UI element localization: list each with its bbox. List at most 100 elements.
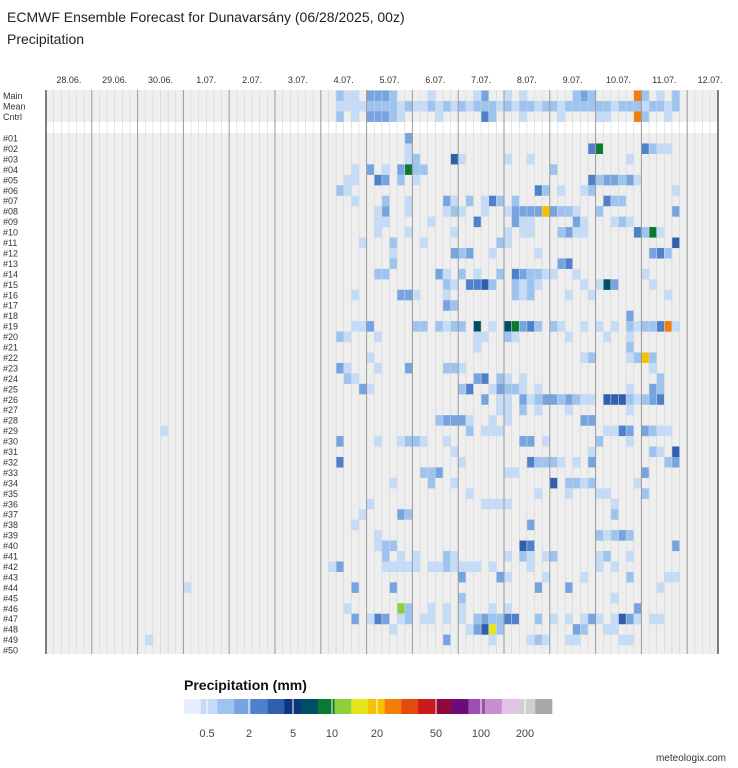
precip-cell [504, 613, 512, 625]
row-label: #23 [3, 363, 18, 373]
precip-cell [580, 415, 589, 426]
precip-cell [458, 571, 467, 583]
precip-cell [496, 498, 505, 510]
precip-cell [664, 456, 673, 468]
precip-cell [511, 268, 520, 280]
precip-cell [534, 100, 543, 112]
precip-cell [496, 571, 505, 583]
precip-cell [481, 279, 489, 290]
precip-cell [534, 185, 543, 196]
precip-cell [504, 153, 512, 165]
precip-cell [557, 185, 566, 196]
precip-cell [565, 289, 573, 301]
precip-cell [649, 446, 657, 458]
precip-cell [626, 571, 634, 583]
row-label: #02 [3, 144, 18, 154]
precip-cell [488, 415, 497, 426]
precip-cell [496, 613, 505, 625]
precip-cell [580, 613, 589, 625]
legend-swatch [384, 699, 402, 714]
precip-cell [442, 300, 451, 311]
precip-cell [557, 321, 566, 332]
precip-cell [572, 216, 581, 228]
precip-cell [343, 362, 352, 374]
precip-cell [656, 425, 665, 437]
precip-cell [381, 164, 390, 175]
precip-cell [358, 100, 367, 112]
precip-cell [412, 164, 421, 175]
row-label: #16 [3, 290, 18, 300]
precip-cell [404, 362, 413, 374]
precip-cell [488, 247, 497, 259]
precip-cell [397, 164, 405, 175]
precip-cell [435, 321, 444, 332]
precip-cell [610, 216, 619, 228]
row-label: #44 [3, 583, 18, 593]
precip-cell [336, 436, 344, 447]
precip-cell [366, 90, 375, 102]
legend-swatch [217, 699, 235, 714]
precip-cell [557, 100, 566, 112]
precip-cell [580, 227, 589, 238]
precip-cell [542, 551, 550, 562]
precip-cell [587, 415, 596, 426]
precip-cell [351, 100, 360, 112]
precip-cell [587, 352, 596, 363]
legend-tick-label: 100 [472, 728, 490, 740]
legend-swatch [351, 699, 369, 714]
precip-cell [488, 383, 497, 395]
precip-cell [343, 603, 352, 614]
precip-cell [397, 603, 405, 614]
precip-cell [649, 352, 657, 363]
precip-cell [641, 90, 650, 102]
row-label: #12 [3, 248, 18, 258]
precip-cell [374, 174, 383, 186]
precip-cell [351, 321, 360, 332]
precip-cell [374, 100, 383, 112]
precip-cell [389, 111, 398, 122]
precip-cell [389, 258, 398, 269]
precip-cell [366, 498, 375, 510]
row-label: #39 [3, 531, 18, 541]
precip-cell [534, 394, 543, 405]
precip-cell [610, 530, 619, 541]
row-label: #50 [3, 646, 18, 656]
precip-cell [381, 268, 390, 280]
precip-cell [435, 111, 444, 122]
precip-cell [603, 488, 612, 499]
precip-cell [519, 551, 528, 562]
precip-cell [626, 153, 634, 165]
precip-cell [549, 456, 558, 468]
date-label: 9.07. [563, 75, 583, 85]
precip-cell [336, 362, 344, 374]
precip-cell [565, 404, 573, 416]
precip-cell [649, 321, 657, 332]
precip-cell [626, 100, 634, 112]
precip-cell [465, 415, 474, 426]
precip-cell [664, 143, 673, 154]
date-label: 3.07. [288, 75, 308, 85]
precip-cell [404, 195, 413, 207]
precip-cell [534, 321, 543, 332]
precip-cell [442, 551, 451, 562]
precip-cell [557, 258, 566, 269]
precip-cell [565, 477, 573, 489]
precip-cell [542, 436, 550, 447]
precip-cell [160, 425, 169, 437]
precip-cell [458, 268, 467, 280]
row-label: #34 [3, 478, 18, 488]
row-label: #28 [3, 416, 18, 426]
precip-cell [465, 195, 474, 207]
precip-cell [519, 216, 528, 228]
legend-swatch [267, 699, 285, 714]
precip-cell [534, 206, 543, 217]
precip-cell [587, 143, 596, 154]
precip-cell [641, 425, 650, 437]
precip-cell [511, 195, 520, 207]
precip-cell [656, 227, 665, 238]
precip-cell [458, 603, 467, 614]
precip-cell [572, 90, 581, 102]
precip-cell [420, 467, 428, 478]
date-label: 2.07. [242, 75, 262, 85]
